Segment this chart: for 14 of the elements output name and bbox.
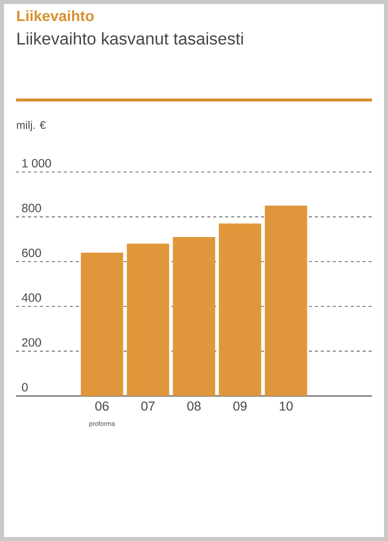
chart-title: Liikevaihto [17, 10, 94, 22]
x-tick-label: 07 [141, 402, 155, 411]
x-tick-label: 10 [280, 402, 293, 411]
y-tick-label: 0 [22, 383, 28, 392]
y-axis-title: milj. € [16, 120, 46, 132]
x-tick-label: 09 [233, 402, 247, 411]
x-tick-label: 06 [95, 402, 109, 411]
y-tick-label: 1 000 [22, 159, 51, 168]
chart-subtitle: Liikevaihto kasvanut tasaisesti [18, 32, 243, 45]
y-tick-label: 600 [22, 248, 41, 258]
y-tick-label: 200 [22, 338, 41, 347]
y-tick-label: 400 [22, 293, 41, 302]
x-tick-label: 08 [187, 402, 201, 411]
y-tick-label: 800 [22, 204, 41, 212]
